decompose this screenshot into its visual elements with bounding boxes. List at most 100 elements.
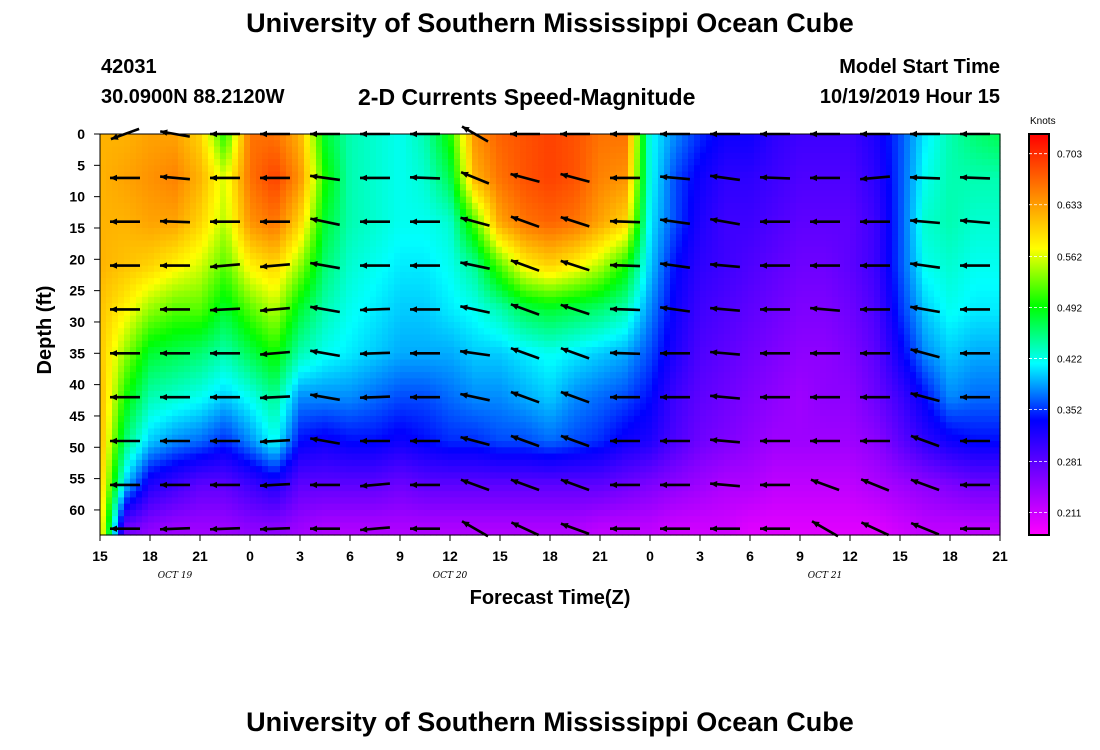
- heatmap-cell: [460, 159, 467, 166]
- heatmap-cell: [424, 171, 431, 179]
- heatmap-cell: [436, 497, 443, 505]
- heatmap-cell: [214, 522, 221, 530]
- heatmap-cell: [418, 390, 425, 398]
- heatmap-cell: [154, 303, 161, 311]
- heatmap-cell: [316, 159, 323, 166]
- heatmap-cell: [148, 384, 155, 392]
- heatmap-cell: [556, 347, 563, 354]
- heatmap-cell: [250, 152, 257, 160]
- heatmap-cell: [346, 146, 353, 154]
- heatmap-cell: [238, 466, 245, 473]
- heatmap-cell: [226, 340, 233, 348]
- heatmap-cell: [304, 240, 311, 248]
- heatmap-cell: [316, 397, 323, 405]
- heatmap-cell: [316, 234, 323, 242]
- heatmap-cell: [184, 478, 191, 486]
- heatmap-cell: [520, 484, 527, 492]
- heatmap-cell: [322, 315, 329, 323]
- heatmap-cell: [544, 415, 551, 423]
- heatmap-cell: [106, 466, 113, 473]
- heatmap-cell: [412, 453, 419, 461]
- heatmap-cell: [322, 246, 329, 254]
- heatmap-cell: [154, 134, 161, 141]
- heatmap-cell: [166, 434, 173, 442]
- heatmap-cell: [334, 503, 341, 511]
- heatmap-cell: [118, 271, 125, 279]
- heatmap-cell: [322, 409, 329, 417]
- heatmap-cell: [310, 378, 317, 386]
- heatmap-cell: [220, 221, 227, 229]
- heatmap-cell: [280, 246, 287, 254]
- heatmap-cell: [520, 372, 527, 379]
- heatmap-cell: [262, 447, 269, 455]
- heatmap-cell: [364, 215, 371, 223]
- heatmap-cell: [214, 453, 221, 461]
- heatmap-cell: [472, 409, 479, 417]
- heatmap-cell: [406, 384, 413, 392]
- heatmap-cell: [262, 409, 269, 417]
- heatmap-cell: [328, 478, 335, 486]
- heatmap-cell: [178, 271, 185, 279]
- heatmap-cell: [226, 503, 233, 511]
- heatmap-cell: [190, 378, 197, 386]
- main-title: University of Southern Mississippi Ocean…: [246, 8, 854, 38]
- heatmap-cell: [508, 146, 515, 154]
- heatmap-cell: [178, 403, 185, 411]
- heatmap-cell: [142, 503, 149, 511]
- heatmap-cell: [154, 422, 161, 430]
- heatmap-cell: [370, 522, 377, 530]
- heatmap-cell: [346, 165, 353, 173]
- heatmap-cell: [166, 253, 173, 260]
- heatmap-cell: [364, 472, 371, 480]
- heatmap-cell: [322, 278, 329, 285]
- heatmap-cell: [100, 278, 107, 285]
- heatmap-cell: [166, 278, 173, 285]
- heatmap-cell: [220, 434, 227, 442]
- heatmap-cell: [430, 459, 437, 467]
- heatmap-cell: [454, 209, 461, 217]
- heatmap-cell: [280, 140, 287, 148]
- heatmap-cell: [406, 378, 413, 386]
- heatmap-cell: [466, 227, 473, 235]
- heatmap-cell: [544, 165, 551, 173]
- heatmap-cell: [436, 246, 443, 254]
- heatmap-cell: [526, 422, 533, 430]
- heatmap-cell: [268, 296, 275, 304]
- heatmap-cell: [178, 165, 185, 173]
- heatmap-cell: [268, 146, 275, 154]
- heatmap-cell: [454, 215, 461, 223]
- heatmap-cell: [136, 296, 143, 304]
- heatmap-cell: [244, 177, 251, 185]
- heatmap-cell: [124, 365, 131, 373]
- heatmap-cell: [430, 503, 437, 511]
- heatmap-cell: [238, 372, 245, 379]
- heatmap-cell: [376, 353, 383, 361]
- heatmap-cell: [490, 303, 497, 311]
- heatmap-cell: [370, 171, 377, 179]
- heatmap-cell: [562, 240, 569, 248]
- heatmap-cell: [400, 159, 407, 166]
- heatmap-cell: [322, 372, 329, 379]
- heatmap-cell: [466, 290, 473, 298]
- heatmap-cell: [154, 516, 161, 524]
- heatmap-cell: [160, 215, 167, 223]
- heatmap-cell: [544, 466, 551, 473]
- heatmap-cell: [514, 340, 521, 348]
- heatmap-cell: [310, 509, 317, 517]
- heatmap-cell: [292, 265, 299, 273]
- heatmap-cell: [256, 516, 263, 524]
- heatmap-cell: [406, 359, 413, 367]
- heatmap-cell: [448, 165, 455, 173]
- heatmap-cell: [124, 503, 131, 511]
- heatmap-cell: [382, 140, 389, 148]
- heatmap-cell: [352, 340, 359, 348]
- heatmap-cell: [394, 321, 401, 329]
- heatmap-cell: [544, 491, 551, 499]
- heatmap-cell: [166, 422, 173, 430]
- heatmap-cell: [334, 516, 341, 524]
- heatmap-cell: [496, 284, 503, 292]
- heatmap-cell: [418, 215, 425, 223]
- heatmap-cell: [268, 491, 275, 499]
- heatmap-cell: [124, 434, 131, 442]
- heatmap-cell: [184, 240, 191, 248]
